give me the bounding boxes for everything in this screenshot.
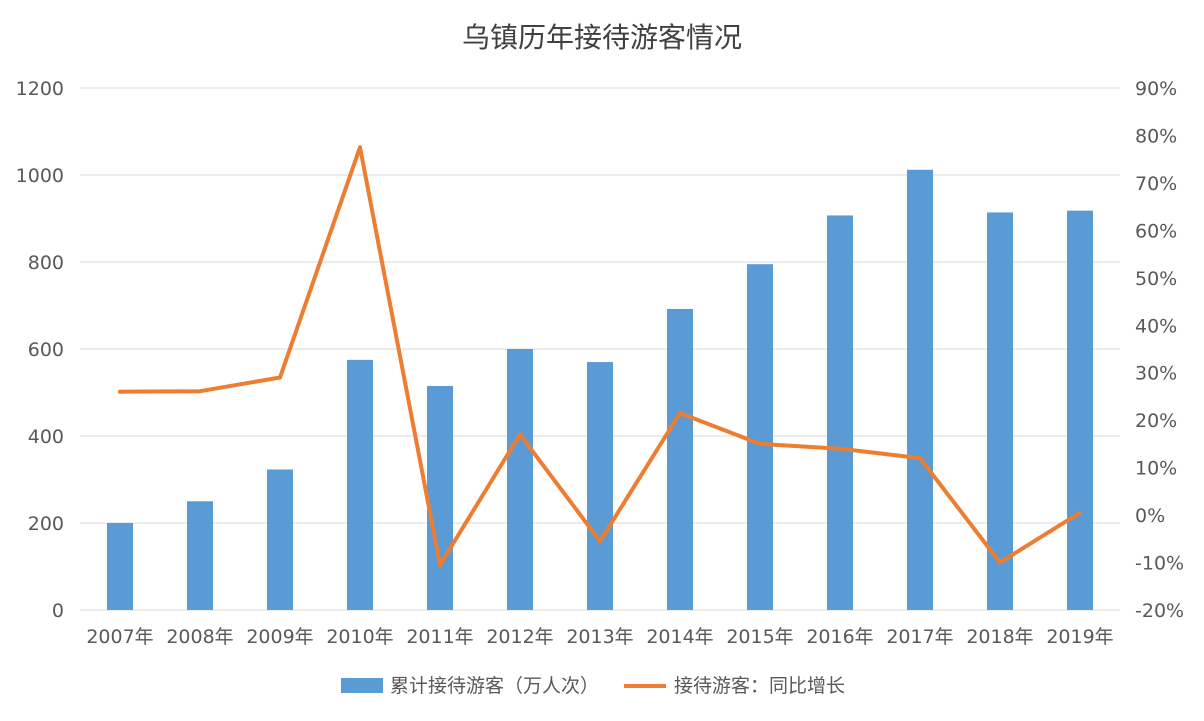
bar <box>107 523 133 610</box>
line-point <box>518 432 522 437</box>
x-tick-label: 2011年 <box>406 626 473 648</box>
bar <box>267 469 293 610</box>
x-tick-label: 2007年 <box>86 626 153 648</box>
x-tick-label: 2012年 <box>486 626 553 648</box>
line-point <box>758 441 762 446</box>
line-point <box>358 145 362 150</box>
line-point <box>118 389 122 394</box>
x-tick-label: 2017年 <box>886 626 953 648</box>
bar <box>987 212 1013 610</box>
line-point <box>918 456 922 461</box>
bar <box>667 308 693 610</box>
y-right-tick-label: 10% <box>1135 458 1177 480</box>
line-point <box>278 375 282 380</box>
x-tick-label: 2013年 <box>566 626 633 648</box>
y-left-tick-label: 800 <box>28 252 64 274</box>
y-left-tick-label: 1200 <box>16 78 64 100</box>
y-left-tick-label: 200 <box>28 513 64 535</box>
y-right-tick-label: -10% <box>1135 553 1184 575</box>
y-left-tick-label: 0 <box>52 600 64 622</box>
bar <box>747 264 773 610</box>
chart-title: 乌镇历年接待游客情况 <box>462 21 742 54</box>
y-right-tick-label: 80% <box>1135 125 1177 147</box>
line-point <box>598 539 602 544</box>
legend-bar-swatch <box>341 678 383 693</box>
bar <box>347 359 373 610</box>
x-axis-ticks: 2007年 2008年 2009年 2010年 2011年 2012年 2013年 2014年… <box>86 626 1113 648</box>
x-tick-label: 2010年 <box>326 626 393 648</box>
right-axis-ticks: -20% -10% 0% 10% 20% 30% 40% 50% 60% 70% 80% 90% <box>1135 78 1184 622</box>
y-left-tick-label: 1000 <box>16 165 64 187</box>
x-tick-label: 2015年 <box>726 626 793 648</box>
legend-line-label: 接待游客：同比增长 <box>674 675 845 697</box>
y-right-tick-label: 20% <box>1135 410 1177 432</box>
legend: 累计接待游客（万人次） 接待游客：同比增长 <box>341 675 845 697</box>
x-tick-label: 2009年 <box>246 626 313 648</box>
line-point <box>678 411 682 416</box>
y-right-tick-label: 40% <box>1135 315 1177 337</box>
bar <box>827 215 853 610</box>
bar <box>1067 210 1093 611</box>
y-right-tick-label: 70% <box>1135 173 1177 195</box>
line-series <box>118 145 1082 567</box>
y-right-tick-label: 30% <box>1135 363 1177 385</box>
line-point <box>1078 510 1082 515</box>
x-tick-label: 2016年 <box>806 626 873 648</box>
y-right-tick-label: 50% <box>1135 268 1177 290</box>
x-tick-label: 2008年 <box>166 626 233 648</box>
bar <box>907 169 933 610</box>
y-right-tick-label: 60% <box>1135 220 1177 242</box>
y-right-tick-label: 0% <box>1135 505 1165 527</box>
line-point <box>438 562 442 567</box>
line-point <box>838 446 842 451</box>
line-point <box>198 389 202 394</box>
line-point <box>998 560 1002 565</box>
bar-series <box>107 169 1093 611</box>
x-tick-label: 2019年 <box>1046 626 1113 648</box>
x-tick-label: 2018年 <box>966 626 1033 648</box>
bar <box>587 362 613 610</box>
legend-bar-label: 累计接待游客（万人次） <box>390 675 599 697</box>
bar <box>507 349 533 610</box>
y-left-tick-label: 600 <box>28 339 64 361</box>
y-right-tick-label: -20% <box>1135 600 1184 622</box>
left-axis-ticks: 0 200 400 600 800 1000 1200 <box>16 78 64 622</box>
bar <box>187 501 213 610</box>
bar <box>427 385 453 610</box>
y-left-tick-label: 400 <box>28 426 64 448</box>
x-tick-label: 2014年 <box>646 626 713 648</box>
y-right-tick-label: 90% <box>1135 78 1177 100</box>
